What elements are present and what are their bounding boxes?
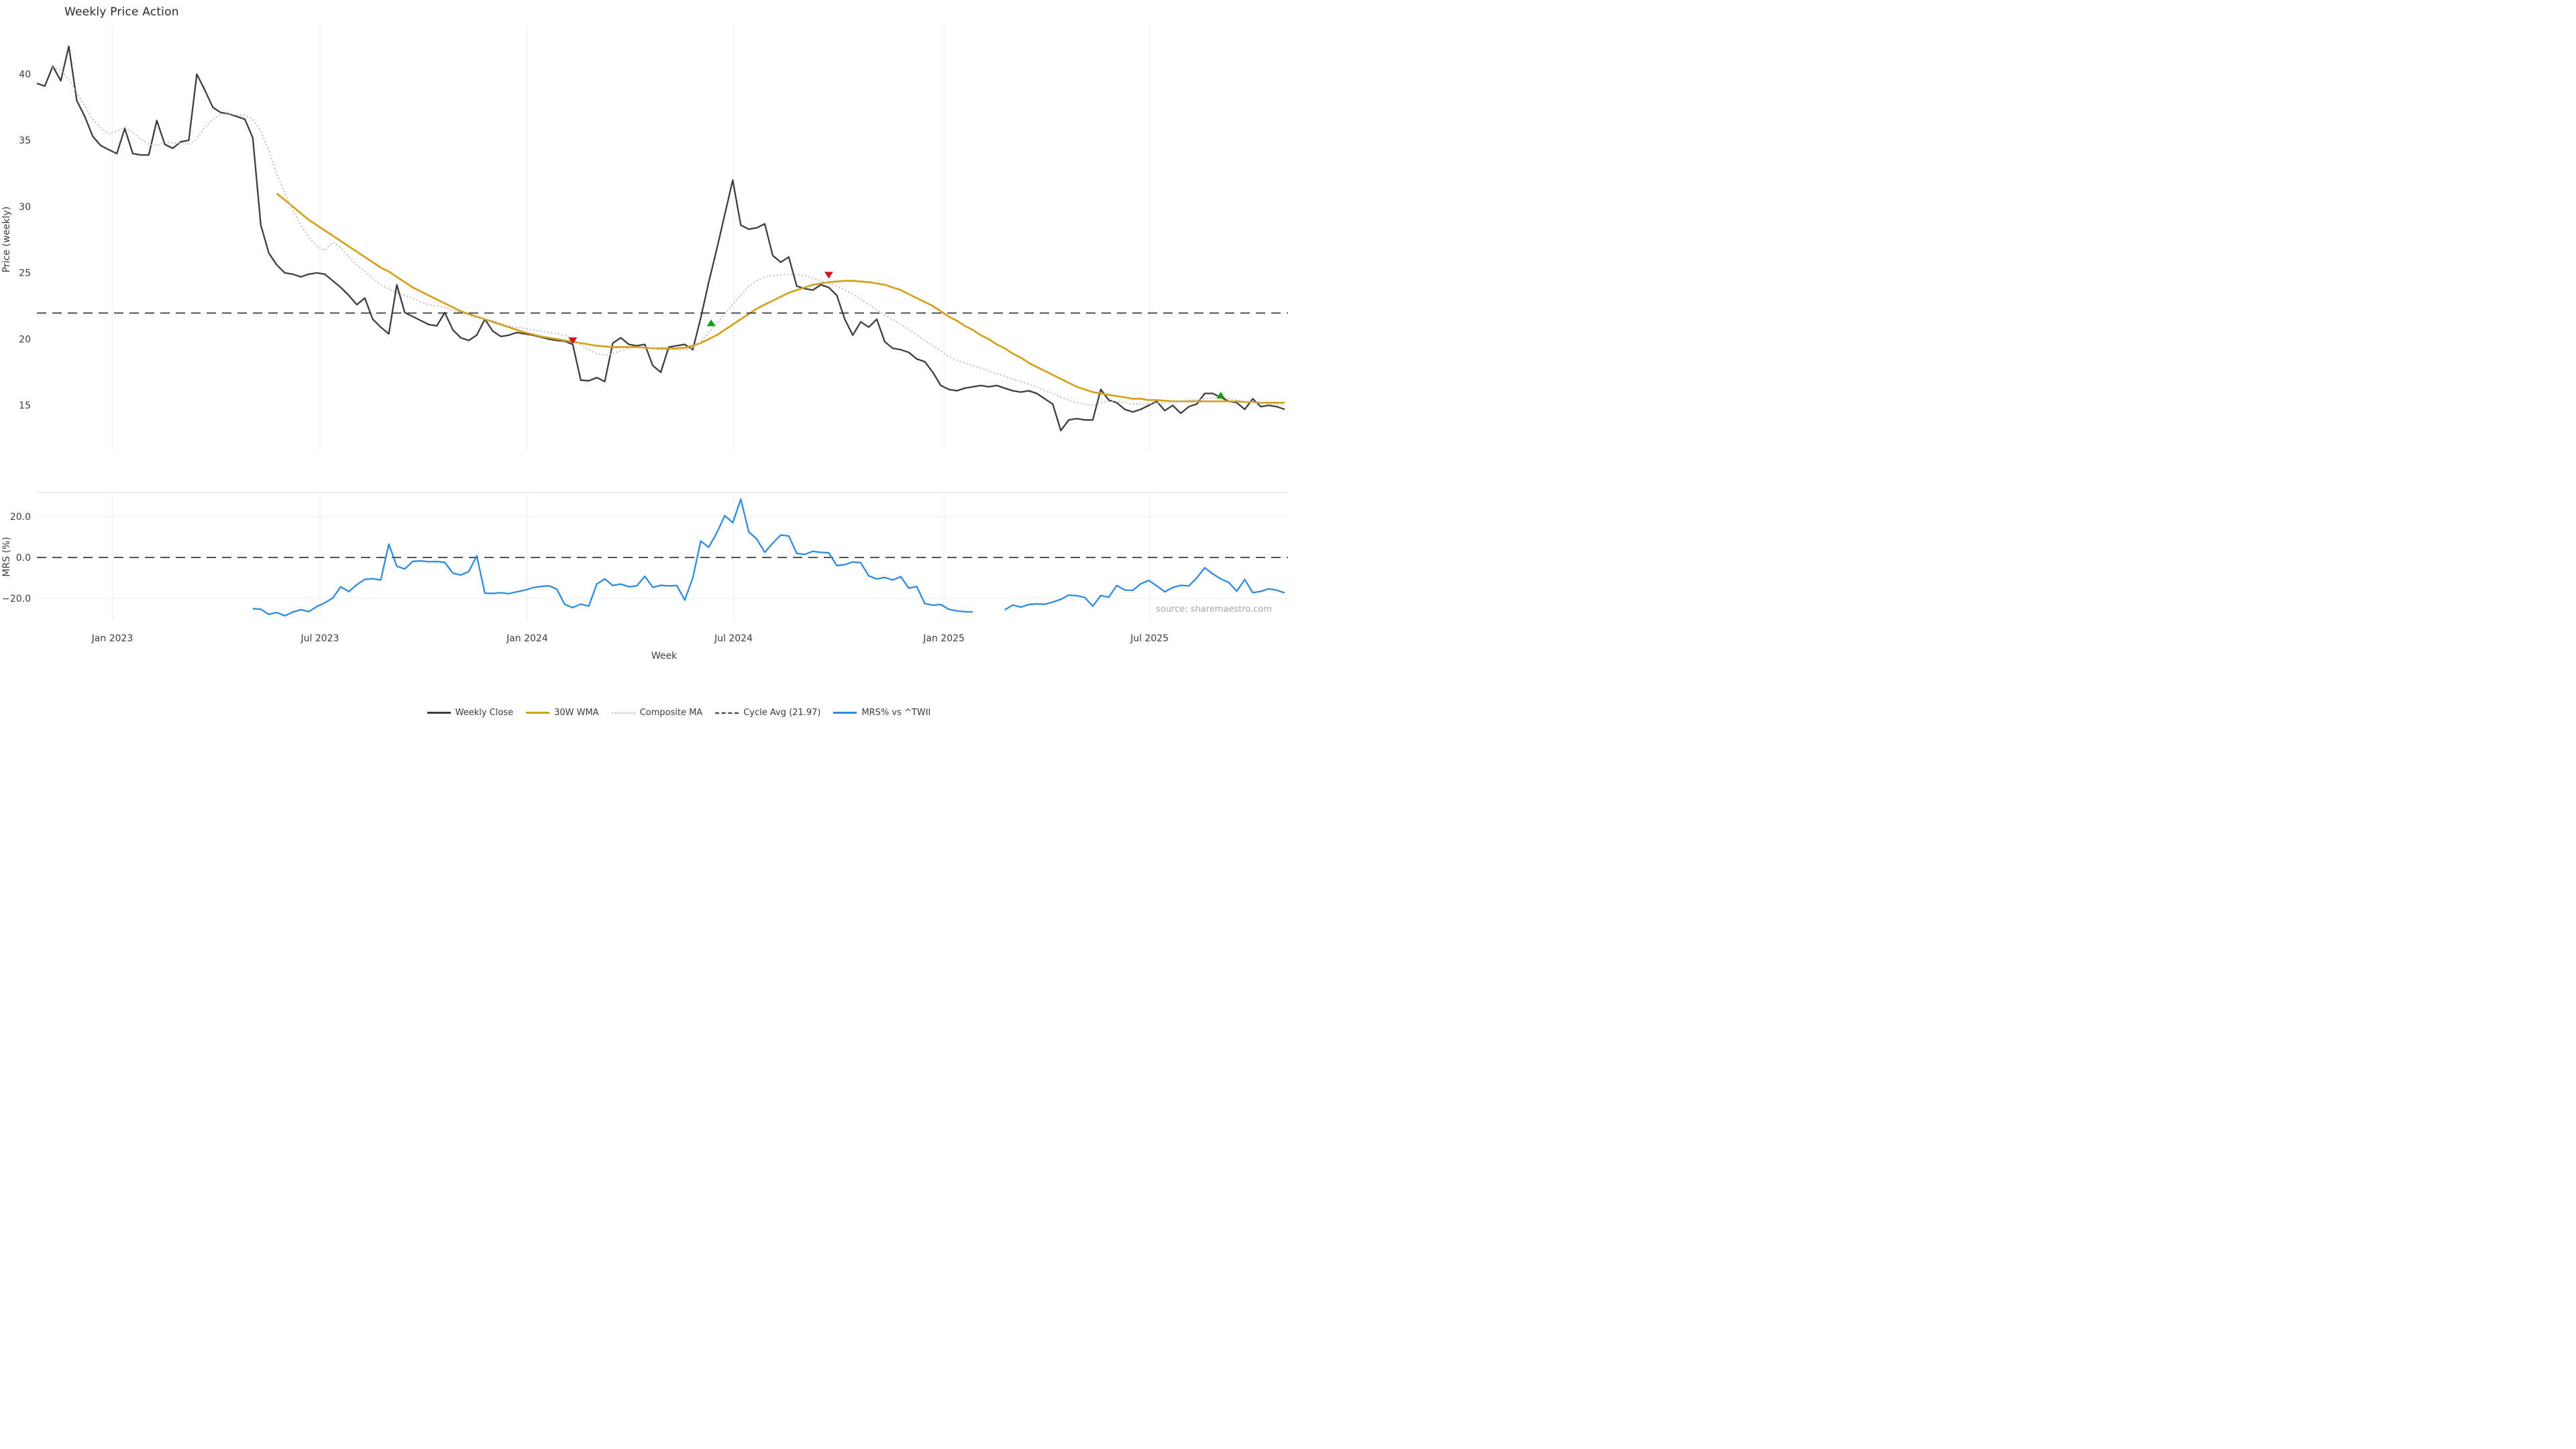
legend-item-weekly-close: Weekly Close [427, 708, 513, 718]
legend-item-mrs: MRS% vs ^TWII [833, 708, 930, 718]
svg-text:Jul 2024: Jul 2024 [714, 633, 753, 644]
chart-legend: Weekly Close 30W WMA Composite MA Cycle … [35, 708, 1323, 718]
svg-text:20.0: 20.0 [10, 512, 31, 523]
source-note: source: sharemaestro.com [1156, 604, 1272, 614]
svg-text:Week: Week [651, 651, 678, 661]
dotted-line-swatch-icon [611, 712, 635, 714]
legend-label: MRS% vs ^TWII [861, 708, 931, 718]
svg-text:Jul 2025: Jul 2025 [1130, 633, 1169, 644]
svg-text:35: 35 [19, 136, 31, 146]
svg-text:0.0: 0.0 [16, 553, 31, 564]
svg-text:15: 15 [19, 400, 31, 411]
svg-text:−20.0: −20.0 [2, 594, 31, 604]
svg-text:Jan 2023: Jan 2023 [91, 633, 133, 644]
legend-label: Cycle Avg (21.97) [743, 708, 821, 718]
legend-item-composite-ma: Composite MA [611, 708, 703, 718]
svg-text:Price (weekly): Price (weekly) [1, 207, 12, 273]
svg-text:20: 20 [19, 334, 31, 345]
legend-item-cycle-avg: Cycle Avg (21.97) [715, 708, 820, 718]
legend-item-30w-wma: 30W WMA [526, 708, 599, 718]
svg-text:Jan 2024: Jan 2024 [506, 633, 548, 644]
line-swatch-icon [526, 712, 550, 714]
line-swatch-icon [833, 712, 857, 714]
legend-label: Composite MA [639, 708, 703, 718]
svg-text:Jan 2025: Jan 2025 [922, 633, 965, 644]
price-mrs-chart: Jan 2023 Jul 2023 Jan 2024 Jul 2024 Jan 2025… [1, 25, 1288, 661]
chart-page: Jan 2023 Jul 2023 Jan 2024 Jul 2024 Jan 2025… [0, 0, 1288, 724]
svg-text:30: 30 [19, 202, 31, 213]
svg-text:MRS (%): MRS (%) [1, 537, 12, 576]
legend-label: 30W WMA [554, 708, 599, 718]
dashed-line-swatch-icon [715, 712, 739, 714]
svg-text:Jul 2023: Jul 2023 [301, 633, 339, 644]
line-swatch-icon [427, 712, 451, 714]
chart-title: Weekly Price Action [64, 5, 179, 19]
svg-text:25: 25 [19, 268, 31, 279]
legend-label: Weekly Close [455, 708, 514, 718]
svg-text:40: 40 [19, 69, 31, 80]
